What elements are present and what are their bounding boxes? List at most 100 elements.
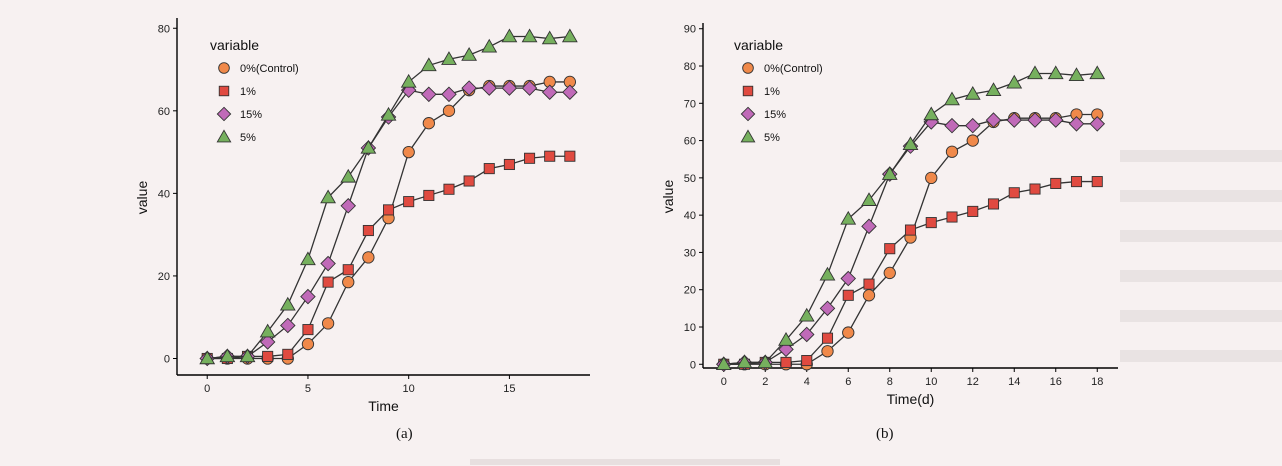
chart-b-point-15-5 [819, 300, 836, 317]
chart-a-point-5-3 [259, 323, 276, 338]
chart-b-point-1-4 [801, 355, 813, 367]
chart-a-y-tick-label-80: 80 [158, 23, 170, 35]
chart-a-legend-label-0-control: 0%(Control) [240, 63, 299, 75]
chart-a-point-5-7 [340, 168, 357, 183]
chart-a-legend-key-5 [216, 129, 232, 143]
chart-b-y-tick-label-0: 0 [690, 359, 696, 371]
chart-a-point-1-18 [564, 150, 576, 162]
chart-a-series-line-1 [207, 155, 570, 360]
chart-b-point-5-3 [778, 332, 794, 346]
chart-b-y-tick-label-20: 20 [684, 285, 696, 297]
chart-a-series-1 [201, 150, 576, 365]
chart-b-x-tick-label-2: 2 [762, 376, 768, 388]
chart-a-point-5-4 [279, 296, 296, 311]
chart-b-point-1-6 [842, 289, 854, 301]
chart-a-point-1-5 [302, 324, 314, 336]
chart-a-point-5-1 [219, 348, 236, 363]
chart-b-point-1-8 [884, 243, 896, 255]
chart-b-point-5-2 [757, 354, 774, 369]
chart-a-point-0-control-6 [321, 317, 335, 330]
chart-b-point-0-control-12 [966, 134, 979, 147]
chart-b-point-15-3 [778, 341, 794, 358]
chart-b-point-5-5 [819, 266, 836, 281]
chart-b-point-0-control-5 [821, 345, 834, 358]
chart-b-point-15-18 [1089, 116, 1106, 132]
chart-b-point-5-9 [902, 136, 919, 151]
chart-b-legend-label-5: 5% [764, 132, 780, 144]
chart-a-series-line-5 [207, 35, 570, 360]
chart-a-legend-key-0-control [218, 62, 230, 74]
chart-a-x-tick-label-0: 0 [204, 383, 210, 395]
chart-a-point-5-14 [481, 38, 498, 53]
chart-b-x-tick-label-8: 8 [887, 376, 893, 388]
chart-a-point-0-control-10 [402, 145, 415, 159]
chart-a-legend-title: variable [210, 37, 259, 53]
chart-a-point-5-6 [320, 189, 337, 204]
chart-a-point-15-11 [421, 86, 437, 103]
chart-a-point-15-15 [501, 80, 518, 96]
chart-a-legend: variable 0%(Control) 1% 15% 5% [210, 37, 299, 144]
chart-a-point-5-0 [199, 350, 216, 365]
chart-a-point-1-16 [524, 152, 536, 164]
chart-b-point-1-13 [987, 198, 1000, 210]
chart-b-point-15-14 [1006, 112, 1023, 128]
chart-b-point-5-17 [1068, 67, 1085, 82]
chart-a-point-15-3 [259, 334, 276, 350]
chart-a-point-1-13 [463, 175, 475, 187]
chart-a-point-5-5 [300, 251, 316, 266]
chart-b-legend-label-0-control: 0%(Control) [764, 63, 823, 75]
chart-a-point-15-4 [280, 317, 296, 334]
chart-b-point-5-15 [1027, 65, 1043, 80]
chart-a-point-5-8 [360, 139, 377, 154]
chart-a-point-15-7 [340, 197, 357, 214]
chart-a-point-5-16 [521, 28, 538, 43]
caption-b: (b) [876, 426, 894, 442]
chart-b-legend-label-1: 1% [764, 86, 780, 98]
chart-b-x-tick-label-14: 14 [1008, 376, 1020, 388]
chart-a-x-tick-label-5: 5 [305, 383, 311, 395]
chart-b-point-5-0 [715, 356, 732, 370]
chart-b-point-1-11 [946, 211, 958, 223]
chart-b-point-1-12 [967, 205, 979, 217]
chart-b-point-5-16 [1047, 65, 1064, 80]
chart-a-point-5-18 [561, 28, 578, 43]
chart-a-legend-key-1 [218, 85, 230, 97]
chart-a-point-1-8 [362, 224, 374, 237]
chart-b-point-0-control-7 [862, 289, 876, 302]
chart-b-point-5-7 [861, 192, 877, 206]
chart-b-series-line-1 [723, 180, 1098, 365]
chart-b-point-5-6 [840, 210, 857, 225]
chart-b-point-0-control-11 [945, 145, 959, 158]
chart-a-point-5-15 [501, 28, 518, 43]
chart-a-point-15-12 [441, 86, 457, 103]
chart-a-y-tick-label-0: 0 [164, 353, 170, 365]
chart-b-y-tick-label-10: 10 [684, 322, 696, 334]
chart-a-x-tick-label-15: 15 [503, 383, 515, 395]
footer-text-block [470, 459, 780, 465]
chart-b-series-5 [715, 65, 1106, 370]
chart-a-x-axis-title: Time [368, 398, 399, 414]
chart-b-point-0-control-8 [883, 266, 896, 280]
chart-b-x-tick-label-12: 12 [967, 376, 979, 388]
chart-b-legend-key-15 [740, 106, 756, 122]
chart-b-point-15-13 [985, 112, 1002, 128]
chart-a-point-1-3 [262, 350, 274, 362]
chart-a-point-0-control-8 [362, 251, 375, 264]
chart-a-point-15-16 [521, 80, 538, 96]
chart-a: 0 20 40 60 80 0 5 10 15 Time value variable 0%(Contr… [134, 18, 590, 414]
chart-a-point-15-6 [320, 255, 336, 272]
chart-b-point-5-11 [944, 91, 960, 106]
chart-b-y-axis-title: value [660, 180, 676, 214]
chart-b-point-15-15 [1027, 112, 1043, 128]
chart-a-point-0-control-12 [442, 104, 456, 117]
chart-a-point-0-control-5 [301, 337, 315, 351]
chart-b-point-5-4 [798, 307, 815, 322]
chart-b-point-5-18 [1089, 65, 1106, 80]
chart-b-point-15-16 [1047, 112, 1064, 128]
chart-a-point-15-17 [541, 84, 558, 101]
chart-a-point-1-11 [423, 189, 435, 201]
chart-b: 0 10 20 30 40 50 60 70 80 90 0 2 4 6 8 10 12 14 16 18 Time(d… [660, 23, 1118, 407]
chart-b-point-5-13 [985, 82, 1002, 96]
chart-a-y-tick-label-20: 20 [158, 271, 170, 283]
chart-a-point-0-control-11 [422, 117, 435, 130]
